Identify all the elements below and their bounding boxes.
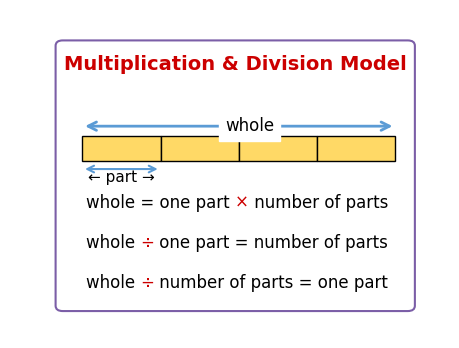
Text: number of parts = one part: number of parts = one part: [154, 274, 388, 292]
Text: whole: whole: [86, 274, 140, 292]
Text: ×: ×: [235, 193, 249, 212]
Text: ← part →: ← part →: [88, 171, 155, 185]
Text: ÷: ÷: [140, 274, 154, 292]
FancyBboxPatch shape: [56, 40, 415, 311]
Text: whole: whole: [86, 234, 140, 252]
Text: one part = number of parts: one part = number of parts: [154, 234, 388, 252]
Bar: [317, 135, 395, 161]
Text: number of parts: number of parts: [249, 193, 388, 212]
Text: ÷: ÷: [140, 234, 154, 252]
Bar: [82, 135, 161, 161]
Bar: [161, 135, 239, 161]
Text: Multiplication & Division Model: Multiplication & Division Model: [64, 55, 407, 74]
Text: whole = one part: whole = one part: [86, 193, 235, 212]
Bar: [239, 135, 317, 161]
Text: whole: whole: [225, 117, 274, 135]
